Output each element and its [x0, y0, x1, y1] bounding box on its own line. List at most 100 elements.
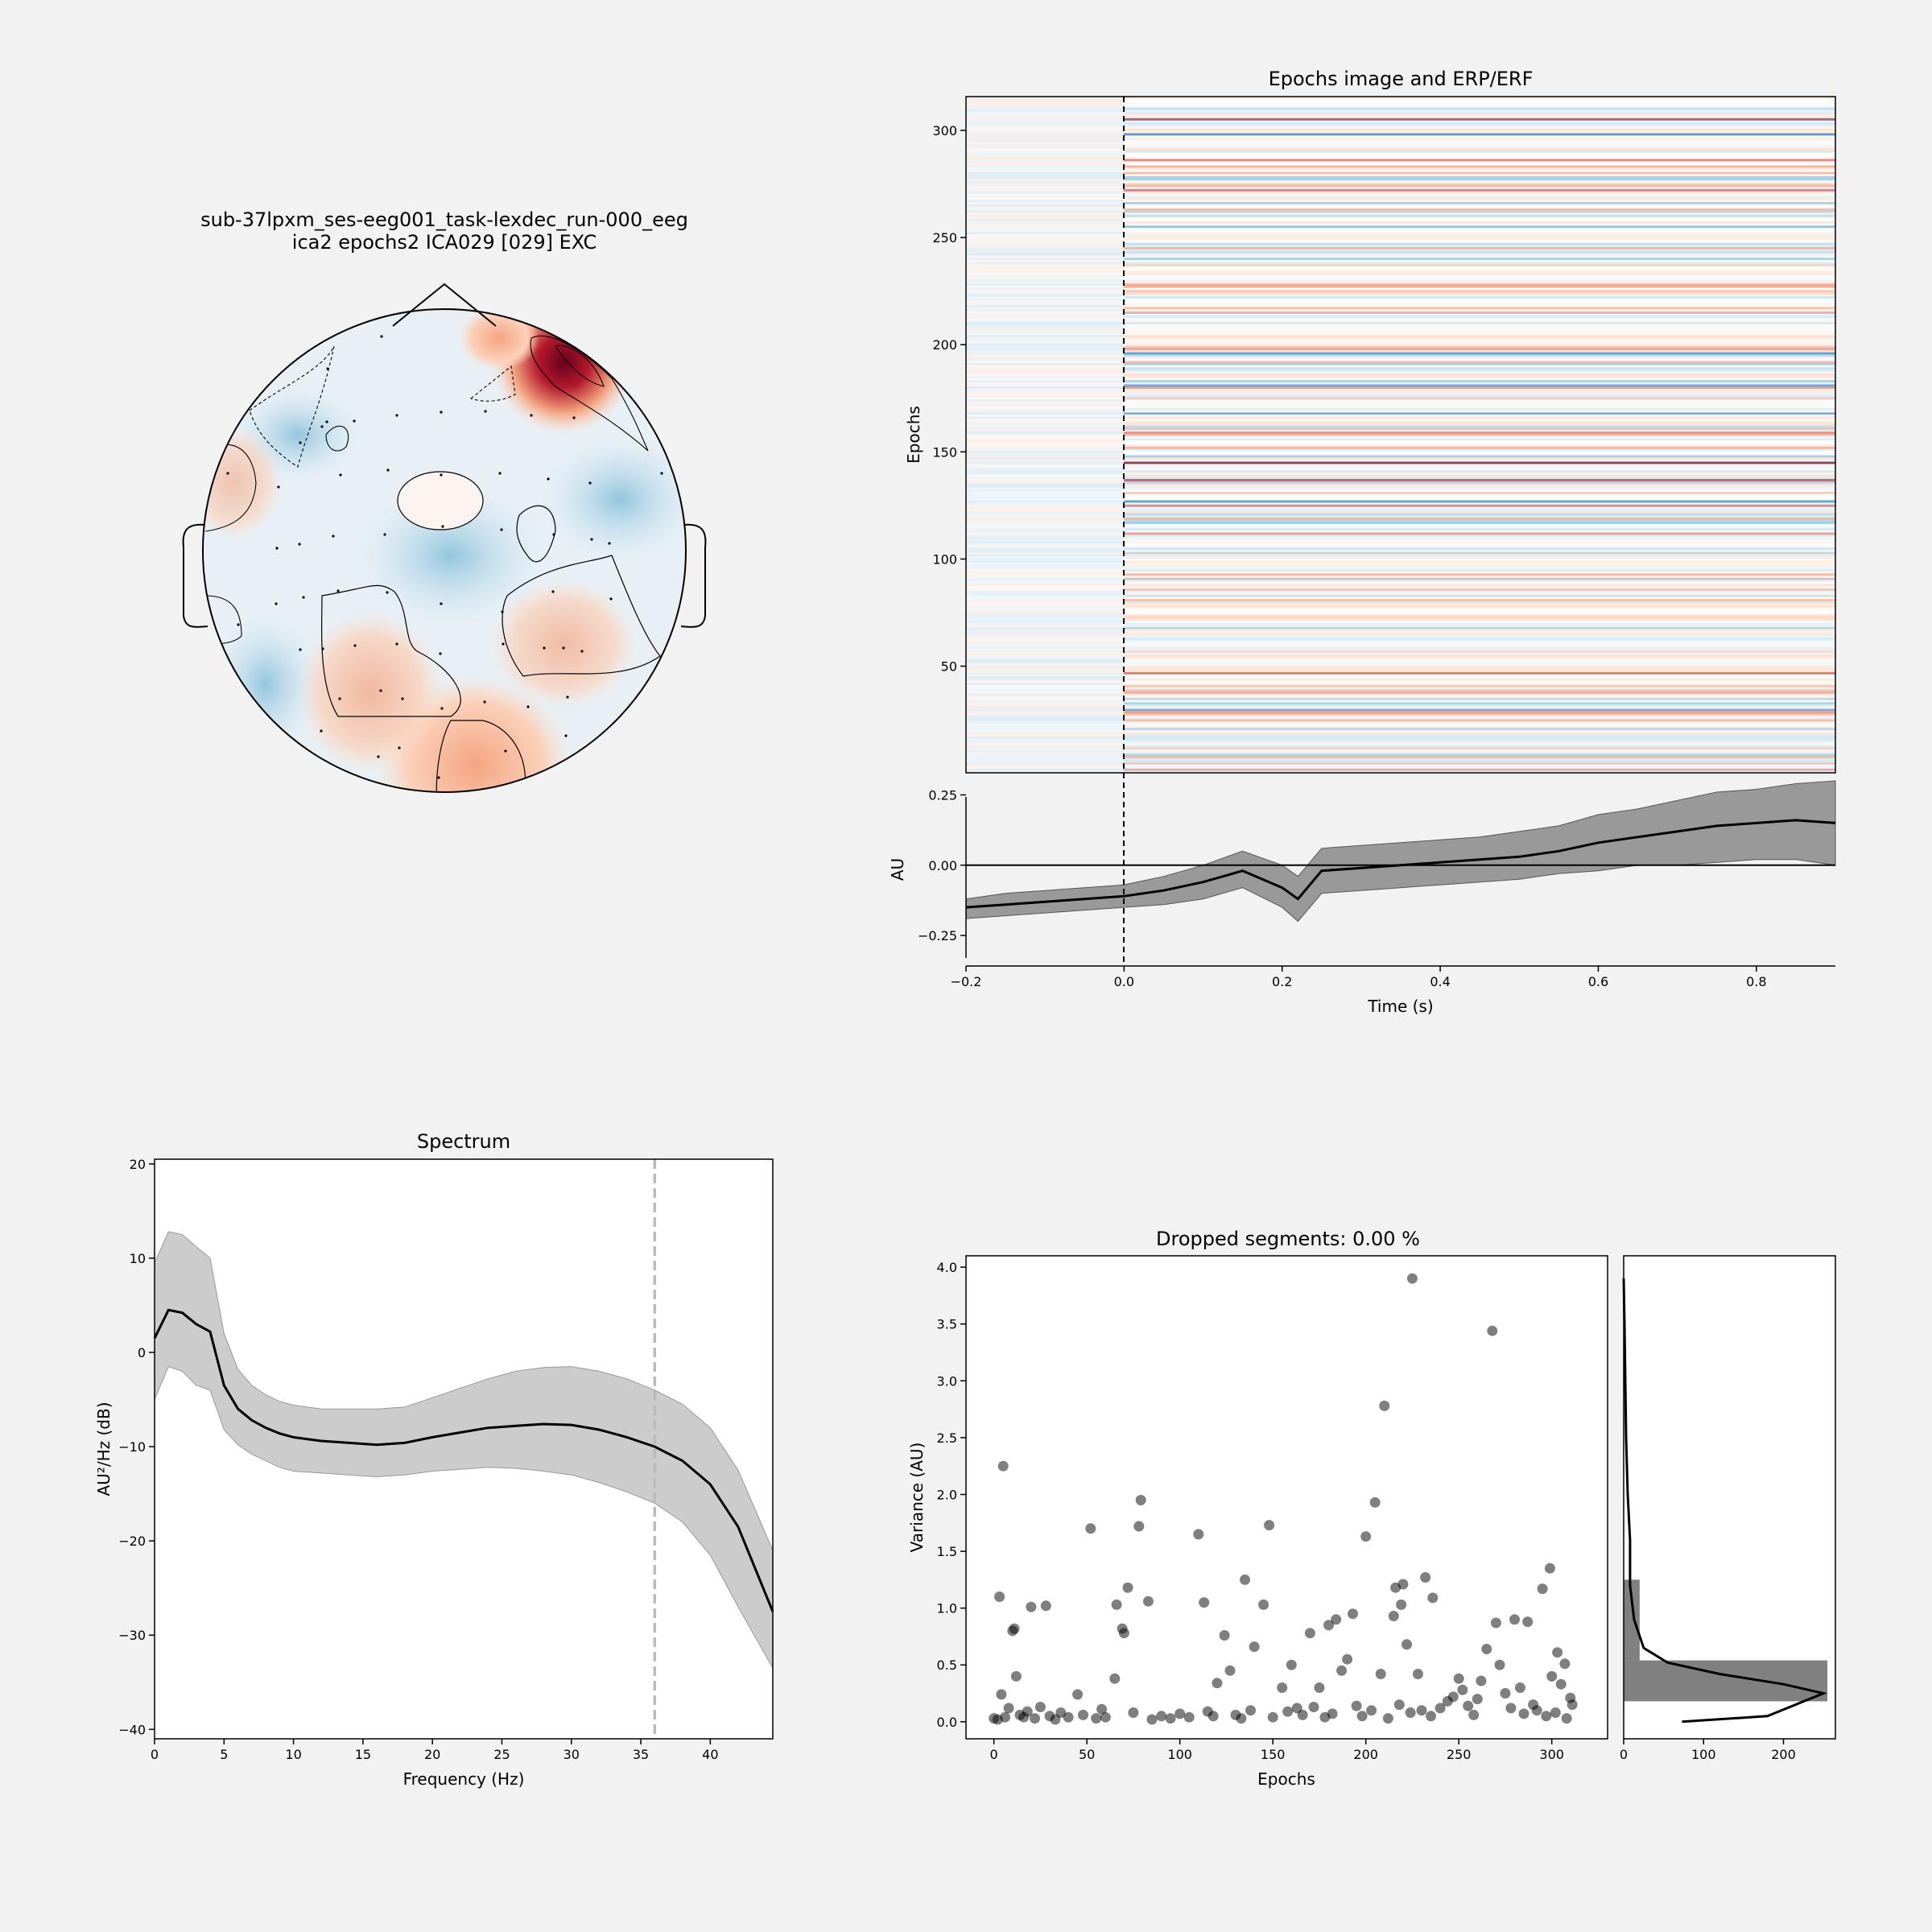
epoch-row-baseline [966, 407, 1124, 411]
epoch-row-baseline [966, 573, 1124, 576]
epoch-row-baseline [966, 107, 1124, 110]
epochs-ytick-label: 200 [932, 337, 957, 353]
epoch-row-baseline [966, 120, 1124, 123]
epoch-row-baseline [966, 496, 1124, 499]
sensor-dot [530, 414, 533, 417]
sensor-dot [504, 749, 507, 753]
sensor-dot [379, 689, 382, 692]
variance-point [1133, 1521, 1145, 1532]
epoch-row-baseline [966, 541, 1124, 544]
sensor-dot [440, 473, 443, 477]
epoch-row-baseline [966, 549, 1124, 552]
spectrum-frame [154, 1158, 774, 1740]
variance-point [1405, 1707, 1416, 1718]
epoch-row-baseline [966, 588, 1124, 591]
epoch-row-baseline [966, 438, 1124, 441]
epoch-row-baseline [966, 399, 1124, 402]
epoch-row [1124, 285, 1835, 288]
epoch-row-baseline [966, 414, 1124, 417]
variance-point [1490, 1617, 1501, 1629]
epoch-row-baseline [966, 210, 1124, 213]
epoch-row [1124, 324, 1835, 327]
epoch-row [1124, 762, 1835, 765]
variance-point [1487, 1325, 1498, 1336]
variance-point [1314, 1682, 1325, 1693]
epoch-row [1124, 528, 1835, 531]
epoch-row-baseline [966, 213, 1124, 216]
epoch-row [1124, 700, 1835, 703]
epoch-row-baseline [966, 317, 1124, 320]
epoch-row-baseline [966, 697, 1124, 700]
variance-point [1091, 1713, 1102, 1724]
sensor-dot [590, 538, 593, 541]
epoch-row [1124, 500, 1835, 503]
epoch-row [1124, 268, 1835, 271]
epoch-row-baseline [966, 716, 1124, 720]
epoch-row [1124, 691, 1835, 694]
variance-point [1010, 1670, 1022, 1682]
epoch-row-baseline [966, 427, 1124, 430]
epoch-row-baseline [966, 535, 1124, 538]
sensor-dot [551, 590, 555, 593]
epoch-row-baseline [966, 747, 1124, 750]
epoch-row-baseline [966, 330, 1124, 333]
epoch-row-baseline [966, 142, 1124, 145]
epoch-row [1124, 431, 1835, 435]
epoch-row-baseline [966, 197, 1124, 200]
epoch-row [1124, 236, 1835, 239]
epoch-row [1124, 343, 1835, 346]
epoch-row [1124, 204, 1835, 207]
epoch-row [1124, 747, 1835, 750]
sensor-dot [547, 477, 550, 481]
epoch-row [1124, 159, 1835, 162]
histogram-xticks: 0 100 200 [1620, 1739, 1796, 1762]
epoch-row-baseline [966, 567, 1124, 570]
epoch-row [1124, 661, 1835, 664]
variance-point [1544, 1563, 1555, 1574]
sensor-dot [441, 525, 444, 528]
epoch-row [1124, 654, 1835, 658]
sensor-dot [320, 729, 323, 733]
epoch-row [1124, 143, 1835, 147]
epoch-row [1124, 545, 1835, 548]
epoch-row-baseline [966, 285, 1124, 288]
variance-point [1348, 1608, 1358, 1620]
erp-ytick-label: −0.25 [918, 928, 957, 943]
epoch-row [1124, 510, 1835, 514]
epoch-row-baseline [966, 200, 1124, 203]
epoch-row-baseline [966, 270, 1124, 274]
epoch-row-baseline [966, 401, 1124, 404]
epoch-row-baseline [966, 485, 1124, 488]
epoch-row [1124, 300, 1835, 303]
sensor-dot [332, 535, 335, 538]
epoch-row [1124, 374, 1835, 377]
epoch-row [1124, 670, 1835, 673]
epoch-row [1124, 676, 1835, 679]
epoch-row [1124, 485, 1835, 488]
epoch-row-baseline [966, 416, 1124, 419]
epoch-row-baseline [966, 367, 1124, 370]
sensor-dot [500, 528, 503, 531]
variance-point [1199, 1597, 1210, 1608]
epoch-row-baseline [966, 163, 1124, 166]
epoch-row-baseline [966, 517, 1124, 520]
epoch-row-baseline [966, 562, 1124, 565]
epoch-row-baseline [966, 708, 1124, 712]
epoch-row [1124, 279, 1835, 282]
epoch-row-baseline [966, 219, 1124, 222]
variance-point [996, 1689, 1007, 1700]
epoch-row-baseline [966, 184, 1124, 188]
epoch-row [1124, 541, 1835, 544]
epoch-row-baseline [966, 204, 1124, 207]
sensor-dot [588, 481, 592, 485]
variance-point [1003, 1703, 1014, 1714]
variance-xtick-label: 100 [1167, 1747, 1192, 1762]
variance-xtick-label: 50 [1079, 1747, 1095, 1762]
epoch-row-baseline [966, 171, 1124, 175]
variance-xtick-label: 200 [1353, 1747, 1378, 1762]
epoch-row [1124, 696, 1835, 699]
variance-point [1356, 1711, 1368, 1722]
epoch-row [1124, 513, 1835, 516]
epoch-row-baseline [966, 369, 1124, 372]
